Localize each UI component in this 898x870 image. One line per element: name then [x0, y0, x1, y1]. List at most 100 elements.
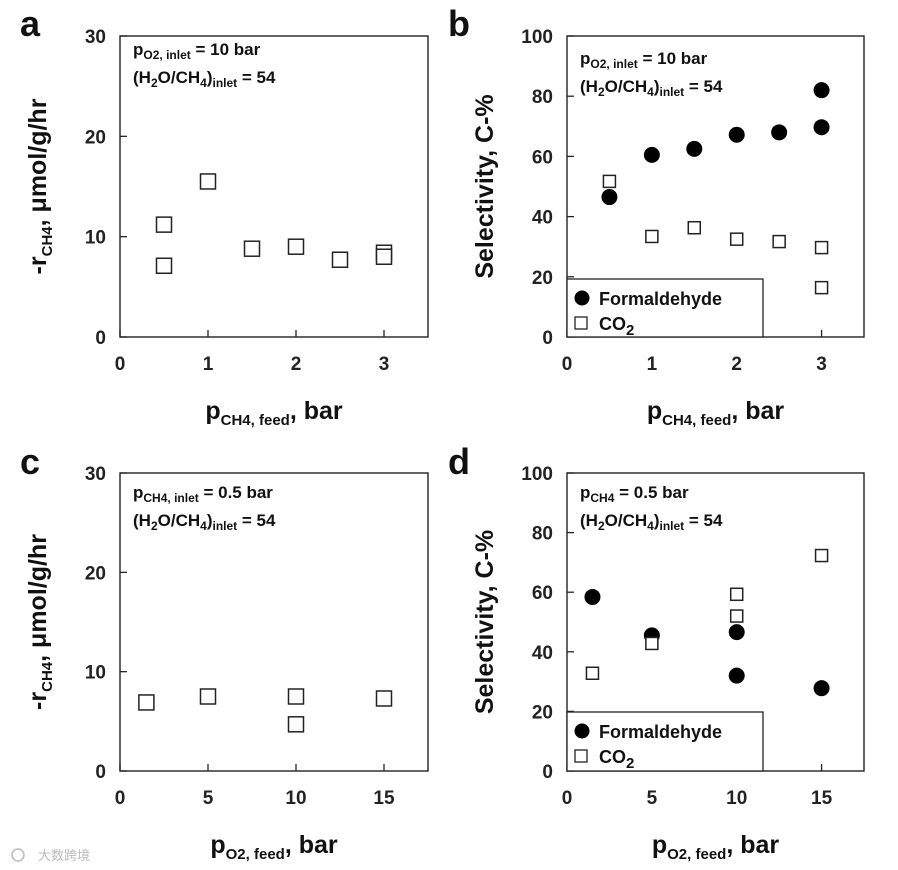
legend-box — [566, 278, 764, 338]
data-point-co2 — [772, 234, 786, 249]
condition-note-1: pO2, inlet = 10 bar — [133, 40, 261, 62]
data-point-formaldehyde — [813, 82, 830, 99]
data-point-formaldehyde — [728, 624, 745, 641]
condition-note-2: (H2O/CH4)inlet = 54 — [133, 68, 276, 90]
data-point-formaldehyde — [584, 588, 601, 605]
data-point-formaldehyde — [686, 140, 703, 157]
y-tick-label: 20 — [532, 268, 553, 289]
y-tick-label: 30 — [85, 464, 106, 485]
data-point-rate — [155, 216, 173, 233]
data-point-formaldehyde — [813, 119, 830, 136]
condition-note-2: (H2O/CH4)inlet = 54 — [580, 511, 723, 533]
x-tick-label: 5 — [647, 788, 658, 809]
panel-b: b 0 1 2 3 0 20 40 60 80 100 pCH4, feed, bar Selectiv… — [448, 3, 865, 429]
x-tick-label: 10 — [285, 788, 306, 809]
y-tick-label: 0 — [95, 762, 106, 783]
data-point-formaldehyde — [643, 146, 660, 163]
plot-frame — [119, 35, 429, 338]
x-axis-label: pCH4, feed, bar — [205, 397, 343, 429]
x-tick-label: 5 — [203, 788, 214, 809]
data-point-co2 — [814, 548, 829, 563]
condition-note-1: pCH4 = 0.5 bar — [580, 483, 689, 505]
y-tick-label: 40 — [532, 643, 553, 664]
condition-note-1: pO2, inlet = 10 bar — [580, 49, 708, 71]
legend-co2-label: CO2 — [599, 747, 634, 772]
y-tick-label: 60 — [532, 147, 553, 168]
x-tick-label: 2 — [291, 354, 302, 375]
legend-box — [566, 711, 764, 772]
x-axis-label: pO2, feed, bar — [652, 831, 780, 863]
panel-label: c — [20, 441, 40, 482]
data-point-rate — [375, 248, 393, 265]
data-point-co2 — [729, 587, 744, 602]
y-tick-label: 10 — [85, 228, 106, 249]
data-point-co2 — [645, 229, 659, 244]
data-point-co2 — [585, 666, 600, 681]
y-axis-label: -rCH4, μmol/g/hr — [24, 98, 56, 274]
x-tick-label: 1 — [647, 354, 658, 375]
panel-label: a — [20, 3, 41, 44]
data-point-formaldehyde — [771, 124, 788, 141]
data-point-rate — [138, 694, 155, 711]
data-point-rate — [155, 257, 173, 275]
data-point-co2 — [687, 220, 702, 235]
y-tick-label: 60 — [532, 583, 553, 604]
y-axis-label: Selectivity, C-% — [471, 94, 499, 278]
legend-formaldehyde-label: Formaldehyde — [599, 722, 722, 742]
x-tick-label: 15 — [811, 788, 833, 809]
y-tick-label: 20 — [532, 702, 553, 723]
legend-co2-marker — [574, 749, 588, 763]
data-point-co2 — [645, 636, 659, 651]
y-tick-label: 10 — [85, 663, 106, 684]
watermark-text: 大数跨境 — [38, 848, 90, 863]
x-tick-label: 10 — [726, 788, 747, 809]
legend-co2-marker — [574, 316, 588, 330]
panel-c: c 0 5 10 15 0 10 20 30 pO2, feed, bar -rCH4, μmol/… — [20, 441, 429, 863]
x-tick-label: 1 — [203, 354, 214, 375]
y-tick-label: 100 — [521, 464, 553, 485]
data-point-co2 — [729, 609, 744, 623]
data-point-co2 — [602, 174, 617, 189]
panel-label: b — [448, 3, 470, 44]
x-tick-label: 0 — [562, 354, 573, 375]
condition-note-1: pCH4, inlet = 0.5 bar — [133, 483, 273, 505]
y-tick-label: 20 — [85, 563, 106, 584]
x-tick-label: 3 — [379, 354, 390, 375]
data-point-co2 — [729, 232, 744, 246]
data-point-rate — [375, 690, 393, 707]
x-tick-label: 0 — [115, 354, 126, 375]
y-tick-label: 30 — [85, 27, 106, 48]
condition-note-2: (H2O/CH4)inlet = 54 — [133, 511, 276, 533]
condition-note-2: (H2O/CH4)inlet = 54 — [580, 77, 723, 99]
x-axis-label: pO2, feed, bar — [210, 831, 338, 863]
data-point-rate — [243, 240, 261, 257]
legend-co2-label: CO2 — [599, 314, 634, 339]
data-point-co2 — [814, 240, 829, 255]
data-point-formaldehyde — [728, 667, 745, 684]
data-point-rate — [287, 688, 305, 705]
x-tick-label: 15 — [373, 788, 395, 809]
x-tick-label: 3 — [816, 354, 827, 375]
x-tick-label: 2 — [731, 354, 742, 375]
data-point-rate — [199, 173, 217, 190]
data-point-rate — [199, 688, 217, 705]
x-tick-label: 0 — [115, 788, 126, 809]
data-point-formaldehyde — [728, 126, 745, 143]
data-point-formaldehyde — [813, 680, 830, 697]
y-axis-label: Selectivity, C-% — [471, 530, 499, 714]
data-point-rate — [287, 716, 305, 733]
data-point-rate — [331, 251, 349, 268]
watermark-logo-icon — [11, 848, 25, 862]
panel-label: d — [448, 441, 470, 482]
y-tick-label: 40 — [532, 208, 553, 229]
legend-formaldehyde-marker — [574, 723, 590, 739]
panel-d: d 0 5 10 15 0 20 40 60 80 100 pO2, feed, bar Selecti… — [448, 441, 865, 863]
plot-frame — [119, 472, 429, 772]
y-tick-label: 0 — [95, 328, 106, 349]
data-point-rate — [287, 238, 305, 255]
y-tick-label: 100 — [521, 27, 553, 48]
x-axis-label: pCH4, feed, bar — [647, 397, 785, 429]
legend-formaldehyde-label: Formaldehyde — [599, 289, 722, 309]
